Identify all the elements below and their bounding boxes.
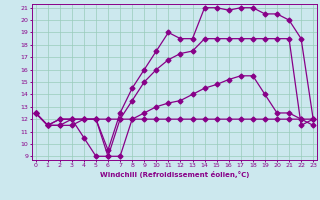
X-axis label: Windchill (Refroidissement éolien,°C): Windchill (Refroidissement éolien,°C) (100, 171, 249, 178)
